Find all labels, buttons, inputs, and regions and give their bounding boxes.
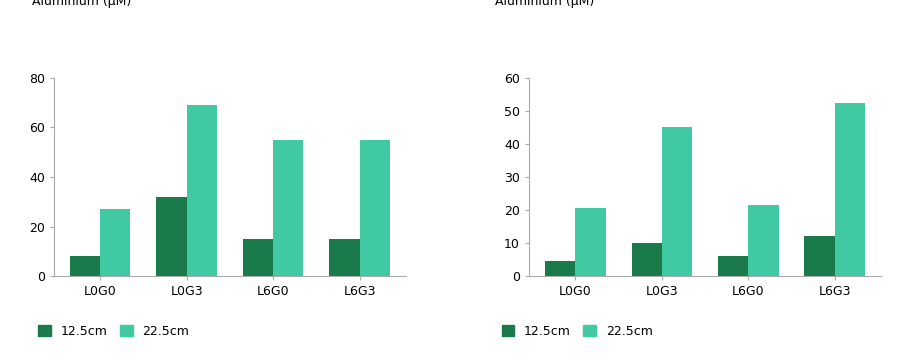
Bar (273, 140, 304, 276)
Bar (662, 127, 692, 276)
Bar (545, 261, 575, 276)
Bar (748, 205, 779, 276)
Bar (718, 256, 748, 276)
Bar (329, 239, 360, 276)
Bar (100, 209, 130, 276)
Bar (805, 236, 835, 276)
Bar (835, 103, 865, 276)
Bar (243, 239, 273, 276)
Bar (360, 140, 390, 276)
Legend: 12.5cm, 22.5cm: 12.5cm, 22.5cm (39, 325, 190, 338)
Legend: 12.5cm, 22.5cm: 12.5cm, 22.5cm (502, 325, 653, 338)
Bar (575, 209, 606, 276)
Bar (187, 105, 217, 276)
Bar (70, 256, 100, 276)
Text: Aluminium (μM): Aluminium (μM) (495, 0, 594, 8)
Text: Aluminium (μM): Aluminium (μM) (32, 0, 131, 8)
Bar (631, 243, 662, 276)
Bar (156, 197, 187, 276)
